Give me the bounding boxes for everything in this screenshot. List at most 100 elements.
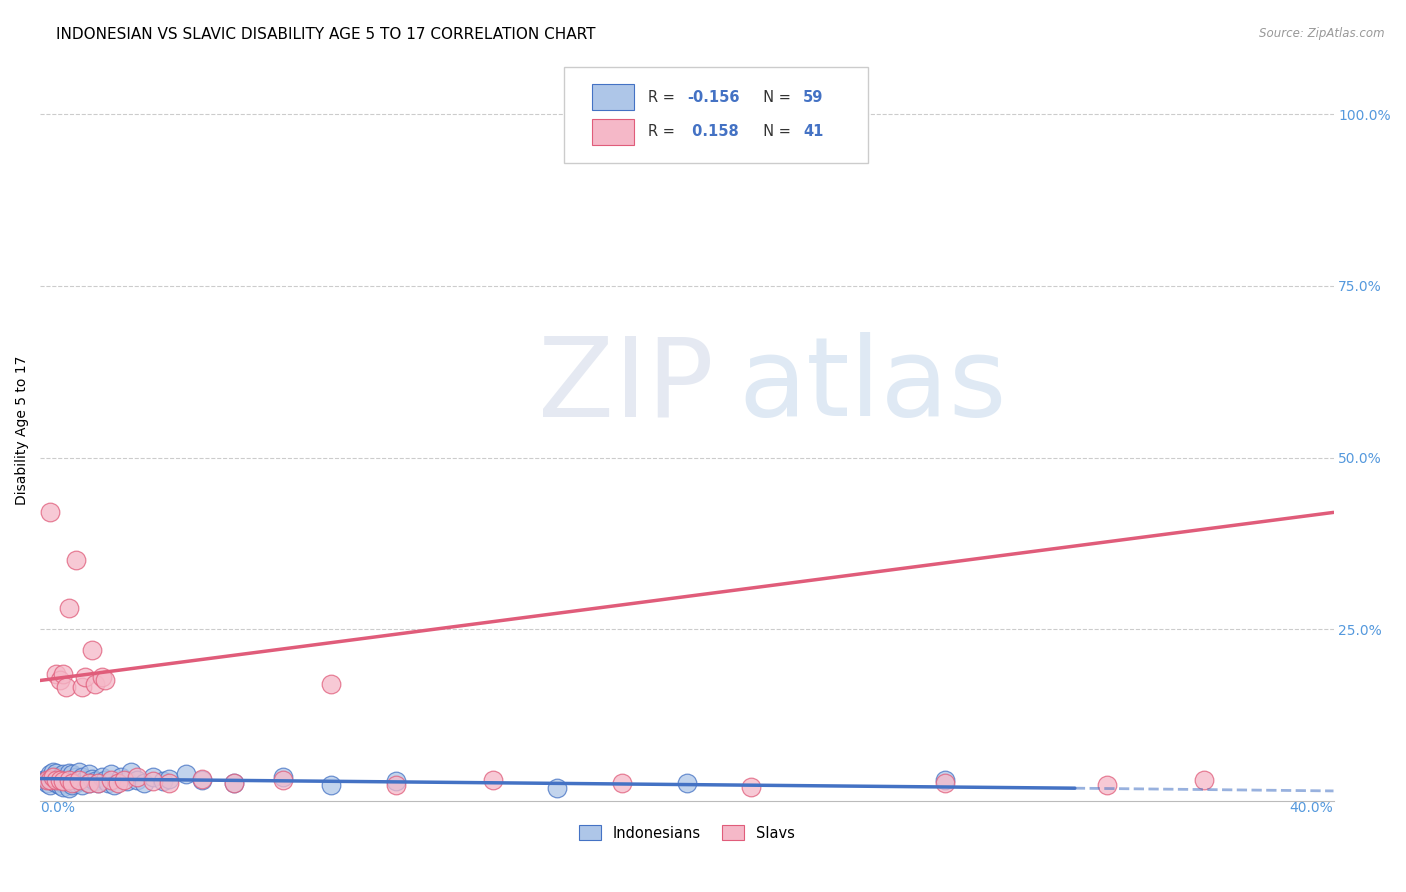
Point [385,779,408,793]
Point [48,775,70,789]
Point [77,776,100,790]
Point [152,774,174,789]
Text: 40.0%: 40.0% [1289,800,1333,814]
Point [55,681,77,695]
Point [110,770,132,784]
Point [38,767,60,781]
Text: 59: 59 [803,90,824,105]
Text: ZIP: ZIP [538,332,714,439]
Point [120,764,142,779]
Point [52,772,75,787]
Point [65,770,87,784]
Point [65,776,87,790]
Point [117,774,139,789]
Point [62,772,84,787]
Point [84,677,107,691]
Text: R =: R = [648,124,679,139]
Point [84,774,107,789]
Point [62,767,84,781]
Point [142,774,165,789]
Point [45,771,67,785]
Point [321,779,343,793]
Point [48,770,70,784]
Point [65,553,87,567]
Point [42,764,65,779]
Point [97,776,120,790]
Point [159,776,181,790]
Point [112,772,135,787]
Point [127,770,149,784]
Point [38,505,60,519]
Point [934,776,956,790]
Point [224,776,246,790]
Point [52,767,75,781]
Point [77,767,100,781]
Text: INDONESIAN VS SLAVIC DISABILITY AGE 5 TO 17 CORRELATION CHART: INDONESIAN VS SLAVIC DISABILITY AGE 5 TO… [56,27,596,42]
Point [58,601,80,615]
Point [55,772,77,786]
Point [934,772,956,787]
Text: atlas: atlas [738,332,1007,439]
Point [385,774,408,789]
Point [80,642,103,657]
Point [55,774,77,789]
Point [52,666,75,681]
Text: 0.0%: 0.0% [41,800,75,814]
Point [100,767,122,781]
Point [94,673,117,688]
Point [62,779,84,793]
Point [58,781,80,796]
Point [1095,779,1118,793]
FancyBboxPatch shape [592,119,634,145]
Text: N =: N = [754,124,796,139]
Point [191,772,214,786]
Point [45,666,67,681]
Point [271,770,294,784]
Point [35,772,58,787]
Point [271,772,294,787]
Point [77,776,100,790]
Point [45,772,67,787]
Point [42,770,65,784]
Text: Source: ZipAtlas.com: Source: ZipAtlas.com [1260,27,1385,40]
Point [48,779,70,793]
Point [80,772,103,786]
Point [67,764,90,779]
Text: 41: 41 [803,124,824,139]
Y-axis label: Disability Age 5 to 17: Disability Age 5 to 17 [15,355,30,505]
Point [142,770,165,784]
Point [52,774,75,789]
Point [70,681,93,695]
Point [127,772,149,787]
Point [610,776,633,790]
Point [58,772,80,787]
Point [45,766,67,780]
Point [90,770,112,784]
Text: R =: R = [648,90,679,105]
Point [546,781,568,796]
Point [70,770,93,784]
Point [67,772,90,787]
Point [191,772,214,787]
Point [35,772,58,786]
Legend: Indonesians, Slavs: Indonesians, Slavs [575,821,799,845]
Point [38,772,60,787]
Point [58,766,80,780]
Point [48,673,70,688]
Point [740,780,762,794]
Text: N =: N = [754,90,796,105]
Point [62,776,84,790]
Text: -0.156: -0.156 [686,90,740,105]
Point [1192,772,1215,787]
Point [174,767,197,781]
Point [87,776,110,790]
Point [90,670,112,684]
Point [87,776,110,790]
Point [94,772,117,787]
Point [42,770,65,784]
Point [35,776,58,790]
Point [32,772,55,787]
Point [675,776,697,790]
Point [132,776,155,790]
Point [52,780,75,794]
